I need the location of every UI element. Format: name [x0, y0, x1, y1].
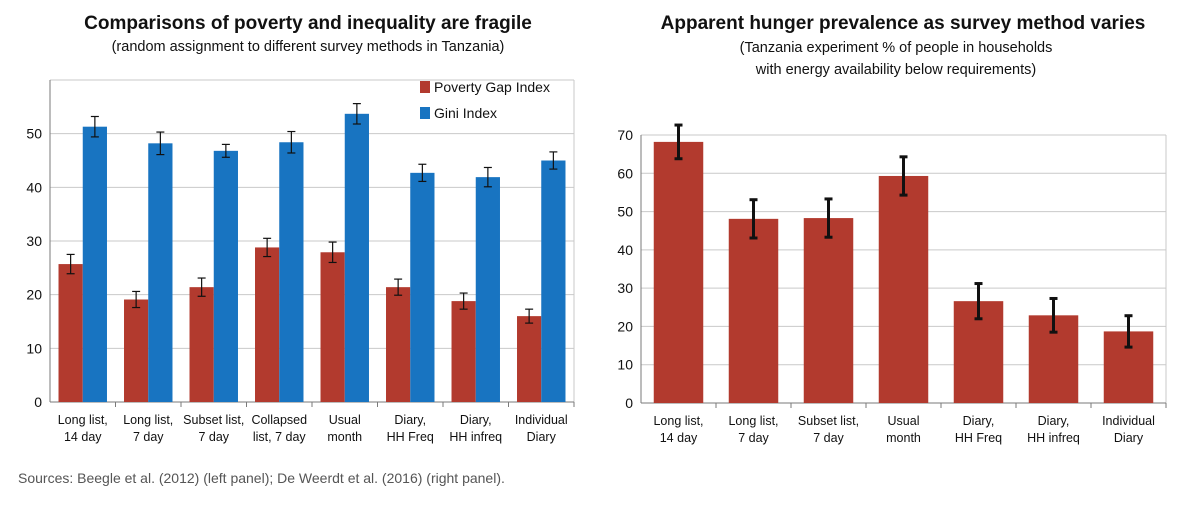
left-category-label: month: [327, 430, 362, 444]
left-bar-poverty-gap-index: [58, 264, 83, 402]
left-y-tick-labels: 0 10 20 30 40 50: [26, 126, 42, 410]
right-y-tick-label: 50: [617, 204, 633, 220]
left-y-tick-label: 0: [34, 394, 42, 410]
legend-label-gini: Gini Index: [434, 105, 497, 121]
left-bar-gini-index: [213, 150, 238, 402]
left-legend: Poverty Gap Index Gini Index: [420, 79, 550, 121]
right-category-label: month: [886, 431, 921, 445]
left-category-label: Collapsed: [251, 413, 307, 427]
legend-swatch-gini: [420, 107, 430, 119]
right-y-tick-label: 60: [617, 165, 633, 181]
right-bar-value: [803, 218, 854, 403]
right-category-label: HH Freq: [955, 431, 1002, 445]
left-category-label: Diary,: [394, 413, 426, 427]
left-category-label: Subset list,: [183, 413, 244, 427]
left-bar-gini-index: [475, 177, 500, 402]
right-bar-value: [728, 218, 779, 403]
left-category-label: list, 7 day: [253, 430, 307, 444]
left-category-label: HH Freq: [387, 430, 434, 444]
left-category-label: Long list,: [123, 413, 173, 427]
left-bar-gini-index: [410, 172, 435, 402]
left-category-label: 7 day: [198, 430, 229, 444]
left-y-tick-label: 20: [26, 287, 42, 303]
right-category-label: Long list,: [653, 414, 703, 428]
right-category-label: Diary,: [963, 414, 995, 428]
left-category-label: 14 day: [64, 430, 102, 444]
right-category-label: Diary: [1114, 431, 1144, 445]
right-y-tick-label: 20: [617, 318, 633, 334]
left-y-tick-label: 50: [26, 126, 42, 142]
left-category-label: HH infreq: [449, 430, 502, 444]
right-category-label: Subset list,: [798, 414, 859, 428]
legend-swatch-poverty-gap: [420, 81, 430, 93]
left-category-label: Diary: [527, 430, 557, 444]
left-y-tick-label: 10: [26, 340, 42, 356]
left-y-tick-label: 40: [26, 179, 42, 195]
right-chart-panel: Apparent hunger prevalence as survey met…: [617, 13, 1167, 445]
source-note: Sources: Beegle et al. (2012) (left pane…: [18, 470, 505, 486]
right-category-label: 7 day: [738, 431, 769, 445]
left-bar-gini-index: [344, 113, 369, 402]
right-category-label: 14 day: [660, 431, 698, 445]
right-error-bars: [674, 123, 1133, 349]
left-error-bars: [66, 103, 558, 324]
left-category-label: Individual: [515, 413, 568, 427]
left-category-label: 7 day: [133, 430, 164, 444]
left-bar-gini-index: [82, 126, 107, 402]
left-bar-poverty-gap-index: [517, 316, 542, 402]
right-y-tick-label: 0: [625, 395, 633, 411]
right-y-tick-labels: 0 10 20 30 40 50 60 70: [617, 127, 633, 411]
left-bar-poverty-gap-index: [451, 301, 476, 402]
right-category-label: Diary,: [1038, 414, 1070, 428]
left-bars: [58, 113, 566, 402]
left-bar-poverty-gap-index: [189, 287, 214, 402]
right-chart-subtitle-line-2: with energy availability below requireme…: [755, 62, 1036, 78]
right-bars: [653, 141, 1154, 404]
legend-label-poverty-gap: Poverty Gap Index: [434, 79, 550, 95]
left-chart-subtitle: (random assignment to different survey m…: [112, 39, 505, 55]
right-category-label: Individual: [1102, 414, 1155, 428]
right-y-tick-label: 30: [617, 280, 633, 296]
right-category-label: 7 day: [813, 431, 844, 445]
right-category-label: HH infreq: [1027, 431, 1080, 445]
left-bar-gini-index: [279, 142, 304, 402]
right-category-label: Usual: [888, 414, 920, 428]
right-y-tick-label: 10: [617, 357, 633, 373]
left-bar-gini-index: [541, 160, 566, 402]
left-category-labels: Long list, 14 day Long list, 7 day Subset li…: [58, 413, 568, 444]
right-y-tick-label: 40: [617, 242, 633, 258]
left-bar-poverty-gap-index: [124, 299, 149, 402]
left-chart-title: Comparisons of poverty and inequality ar…: [84, 13, 532, 34]
left-category-label: Long list,: [58, 413, 108, 427]
right-category-labels: Long list, 14 day Long list, 7 day Subset li…: [653, 414, 1154, 445]
left-bar-poverty-gap-index: [386, 287, 411, 402]
right-bar-value: [653, 141, 704, 404]
left-chart-panel: Comparisons of poverty and inequality ar…: [26, 13, 575, 444]
left-category-label: Usual: [329, 413, 361, 427]
left-y-tick-label: 30: [26, 233, 42, 249]
right-chart-subtitle-line-1: (Tanzania experiment % of people in hous…: [740, 40, 1053, 56]
right-bar-value: [878, 175, 929, 403]
left-category-label: Diary,: [460, 413, 492, 427]
left-gridlines: [49, 79, 575, 407]
left-bar-poverty-gap-index: [320, 252, 345, 402]
right-category-label: Long list,: [728, 414, 778, 428]
left-bar-poverty-gap-index: [255, 247, 280, 402]
right-y-tick-label: 70: [617, 127, 633, 143]
right-chart-title: Apparent hunger prevalence as survey met…: [661, 13, 1146, 34]
left-bar-gini-index: [148, 143, 173, 402]
